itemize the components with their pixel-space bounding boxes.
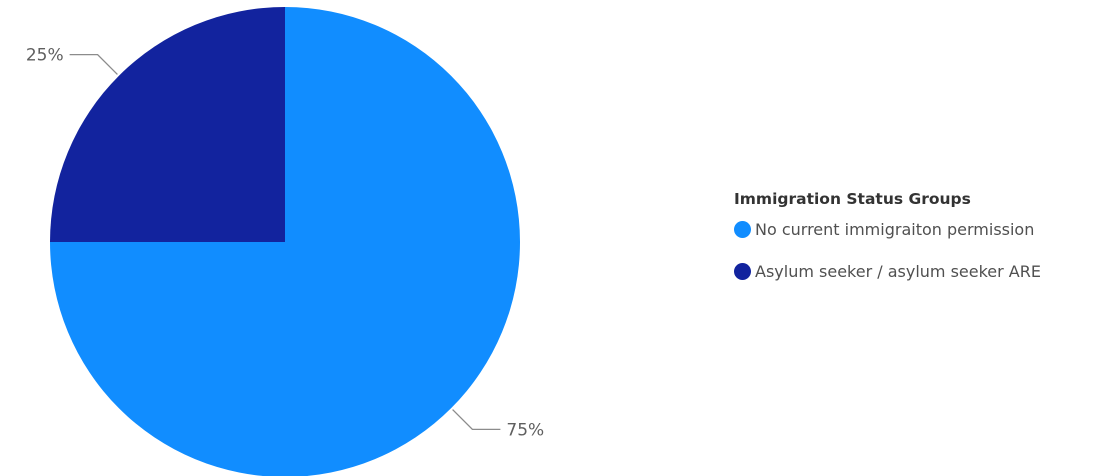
leader-lines: [69, 53, 501, 431]
data-labels: 75% 25%: [26, 46, 544, 441]
leader-line: [69, 53, 118, 75]
legend-label: Asylum seeker / asylum seeker ARE: [755, 261, 1041, 281]
pie-chart: 75% 25%: [26, 7, 544, 476]
pie-slices: [50, 7, 520, 476]
legend-item-no-current-immigration-permission[interactable]: No current immigraiton permission: [734, 218, 1102, 240]
slice-asylum-seeker[interactable]: [50, 7, 285, 242]
slice-label-asylum-seeker: 25%: [26, 46, 64, 66]
legend-title: Immigration Status Groups: [734, 190, 971, 208]
legend: Immigration Status Groups No current imm…: [734, 190, 1102, 302]
slice-label-no-current-immigration-permission: 75%: [506, 420, 544, 440]
legend-marker-circle-icon: [734, 220, 751, 238]
legend-label: No current immigraiton permission: [755, 219, 1035, 239]
legend-marker-circle-icon: [734, 262, 751, 280]
legend-item-asylum-seeker[interactable]: Asylum seeker / asylum seeker ARE: [734, 260, 1102, 282]
leader-line: [452, 409, 501, 431]
